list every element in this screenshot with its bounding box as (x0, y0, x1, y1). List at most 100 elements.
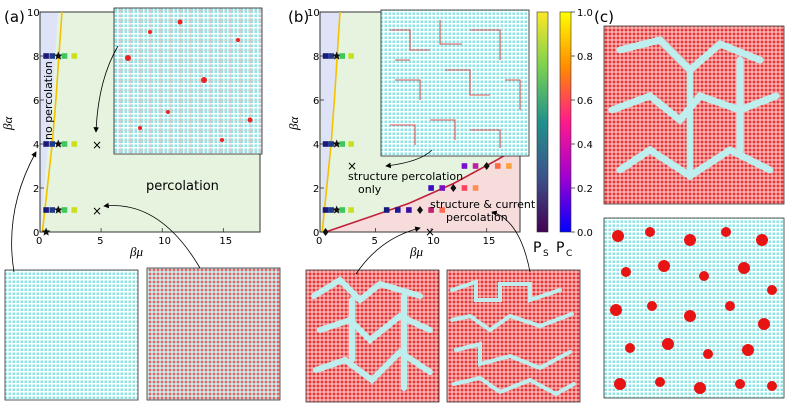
annotation-structure-2: only (358, 183, 382, 196)
colorbar-label-pc: P C (556, 240, 572, 259)
ytick-label-a-0: 0 (33, 228, 39, 239)
marker-b-2-9 (428, 207, 434, 213)
cross-mark-a1: × (92, 138, 102, 152)
region-current-percolation-b (325, 146, 520, 232)
marker-a-0-3 (61, 53, 68, 59)
colorbar-tick-label-2: 0.6 (577, 96, 593, 107)
phase-boundary-a (41, 11, 63, 233)
cross-mark-a2: × (92, 204, 102, 218)
marker-b-1-3 (339, 141, 346, 147)
ytick-label-b-2: 4 (313, 140, 319, 151)
marker-a-0-2 (54, 51, 63, 60)
annotation-current-1: structure & current (430, 198, 536, 211)
clusters-c-bottom (610, 227, 777, 394)
marker-b-0-2 (332, 51, 341, 60)
colorbar-ps (536, 11, 549, 233)
colorbar-label-ps: P S (533, 240, 549, 259)
colorbar-label-pc-main: P (556, 240, 564, 256)
channels-structure-only (311, 276, 433, 391)
marker-a-2-0 (43, 207, 49, 213)
marker-a-3-0 (41, 227, 51, 236)
ytick-label-b-4: 8 (313, 52, 319, 63)
marker-b-4-4 (506, 163, 512, 169)
arrow-snapshot-a1 (11, 151, 37, 273)
phase-boundary-yellow-b (321, 11, 341, 233)
marker-b-2-0 (322, 207, 329, 213)
panel-label-a: (a) (4, 8, 25, 26)
marker-b-4-3 (494, 163, 501, 169)
marker-b-2-3 (339, 207, 346, 213)
marker-a-1-0 (43, 141, 49, 147)
data-points-b (322, 51, 512, 236)
xtick-label-b-3: 15 (483, 236, 496, 247)
marker-a-2-4 (71, 207, 78, 213)
marker-b-3-2 (450, 184, 457, 192)
xtick-label-a-0: 0 (36, 236, 42, 247)
inset-structure-b (390, 20, 521, 148)
colorbar-label-ps-main: P (533, 240, 541, 256)
marker-b-1-4 (348, 141, 354, 147)
marker-b-2-6 (394, 207, 401, 213)
phase-boundary-red-b (325, 145, 521, 233)
marker-b-3-3 (461, 185, 468, 191)
marker-b-2-2 (332, 205, 341, 214)
snapshot-percolation (146, 267, 281, 401)
cross-mark-b1: × (347, 159, 357, 173)
arrow-snapshot-a2 (103, 202, 201, 269)
colorbar-label-ps-sub: S (543, 249, 549, 259)
marker-a-2-2 (54, 205, 63, 214)
xtick-label-a-2: 10 (158, 236, 171, 247)
marker-b-1-0 (322, 141, 329, 147)
ticks-b: 0 5 10 15 0 2 4 6 8 10 (307, 8, 495, 247)
arrow-inset-b (385, 149, 433, 169)
marker-b-1-1 (328, 141, 334, 147)
panel-label-b: (b) (288, 8, 309, 26)
annotation-current-2: percolation (446, 211, 508, 224)
marker-a-0-4 (71, 53, 78, 59)
colorbar-tick-label-5: 0.0 (577, 228, 593, 239)
marker-a-0-1 (49, 53, 56, 59)
colorbar-label-pc-sub: C (566, 249, 572, 259)
marker-b-0-4 (348, 53, 354, 59)
marker-b-4-0 (461, 163, 468, 169)
marker-b-2-10 (439, 207, 446, 213)
xlabel-b: βμ (409, 244, 423, 259)
marker-b-4-2 (483, 162, 490, 170)
xtick-label-b-1: 5 (372, 236, 378, 247)
xtick-label-b-2: 10 (427, 236, 440, 247)
label-no-percolation: no percolation (42, 61, 55, 140)
marker-a-0-0 (43, 53, 49, 59)
arrow-snapshot-b1 (355, 226, 421, 275)
colorbar-tick-label-4: 0.2 (577, 184, 593, 195)
colorbar-pc (559, 11, 572, 233)
cross-mark-b2: × (425, 225, 435, 239)
ytick-label-a-2: 4 (33, 140, 39, 151)
marker-b-4-1 (472, 163, 479, 169)
xtick-label-a-1: 5 (97, 236, 103, 247)
marker-b-2-4 (348, 207, 354, 213)
ytick-label-a-5: 10 (27, 8, 40, 19)
arrow-snapshot-b2 (491, 210, 531, 273)
xtick-label-a-3: 15 (219, 236, 232, 247)
ytick-label-b-1: 2 (313, 184, 319, 195)
region-no-percolation-b (320, 12, 340, 232)
colorbar-tick-label-1: 0.8 (577, 52, 593, 63)
arrow-inset-a (93, 45, 119, 133)
marker-b-0-1 (328, 53, 334, 59)
inset-clusters-a (125, 19, 253, 142)
marker-b-3-1 (439, 185, 446, 191)
marker-b-2-1 (328, 207, 334, 213)
marker-b-3-4 (472, 185, 479, 191)
annotation-structure-1: structure percolation (348, 170, 463, 183)
colorbar-tick-label-3: 0.4 (577, 140, 593, 151)
panel-label-c: (c) (594, 8, 614, 26)
marker-a-2-1 (49, 207, 56, 213)
channels-c-top (608, 36, 780, 181)
marker-a-1-4 (71, 141, 78, 147)
marker-b-5-0 (322, 228, 329, 236)
marker-a-2-3 (61, 207, 68, 213)
ytick-label-a-4: 8 (33, 52, 39, 63)
marker-a-1-1 (49, 141, 56, 147)
data-points-a (41, 51, 78, 236)
